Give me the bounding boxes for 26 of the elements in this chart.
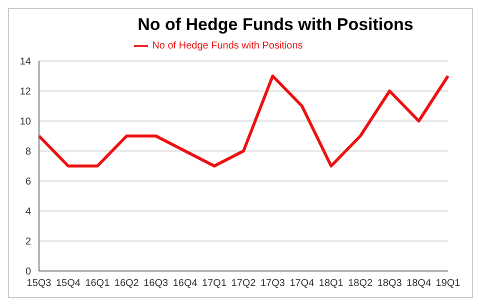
- x-tick-label: 16Q4: [172, 278, 198, 290]
- y-tick-label: 10: [20, 116, 32, 128]
- y-tick-label: 4: [25, 206, 32, 218]
- y-tick-label: 2: [25, 236, 32, 248]
- legend-label: No of Hedge Funds with Positions: [152, 40, 303, 52]
- y-tick-label: 12: [20, 86, 32, 98]
- x-tick-label: 18Q1: [318, 278, 344, 290]
- x-tick-label: 16Q1: [85, 278, 110, 290]
- y-tick-label: 14: [20, 56, 32, 68]
- x-tick-label: 17Q3: [260, 278, 286, 290]
- line-series: [38, 74, 450, 168]
- x-tick-label: 18Q4: [406, 278, 432, 290]
- x-tick-label: 17Q1: [202, 278, 227, 290]
- y-tick-label: 6: [25, 176, 32, 188]
- x-tick-label: 16Q2: [114, 278, 140, 290]
- x-tick-label: 17Q4: [290, 278, 315, 290]
- x-tick-label: 18Q2: [348, 278, 374, 290]
- x-tick-label: 17Q2: [231, 278, 256, 290]
- x-tick-label: 15Q4: [56, 278, 81, 290]
- x-tick-label: 19Q1: [436, 278, 461, 290]
- y-tick-label: 0: [25, 266, 32, 278]
- x-tick-label: 18Q3: [377, 278, 402, 290]
- x-tick-label: 16Q3: [144, 278, 169, 290]
- chart-title: No of Hedge Funds with Positions: [136, 15, 414, 35]
- y-tick-label: 8: [25, 146, 32, 158]
- x-tick-label: 15Q3: [26, 278, 52, 290]
